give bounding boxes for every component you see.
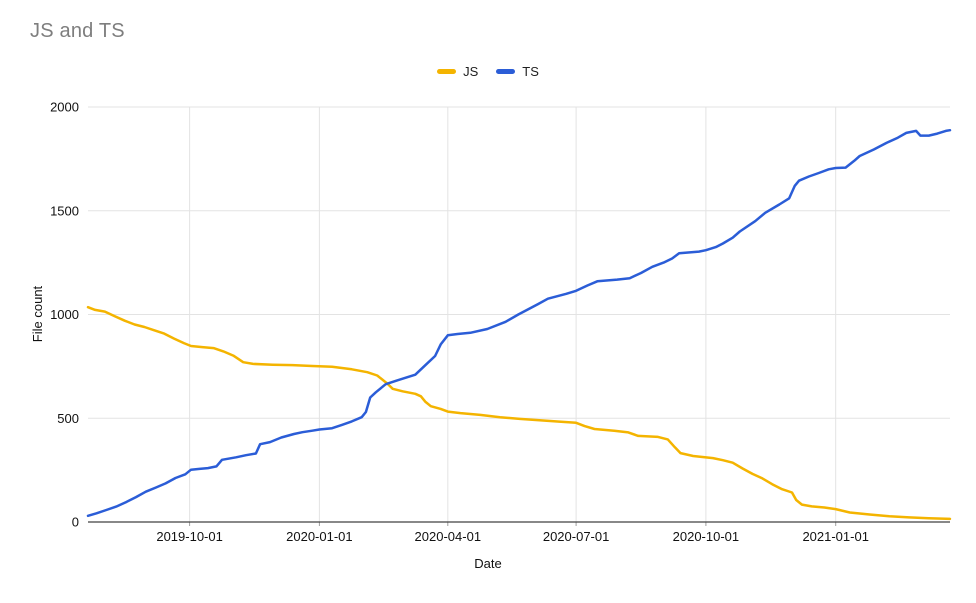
x-tick-label: 2020-01-01 (286, 529, 353, 544)
x-tick-label: 2019-10-01 (156, 529, 223, 544)
y-axis-title: File count (30, 285, 45, 343)
legend-item-js: JS (437, 64, 478, 79)
y-tick-label: 1500 (50, 203, 79, 218)
x-tick-label: 2020-10-01 (673, 529, 740, 544)
y-tick-label: 2000 (50, 100, 79, 115)
y-tick-label: 1000 (50, 307, 79, 322)
js-series-label: JS (463, 63, 479, 79)
series-line-ts (86, 128, 952, 518)
chart-legend: JS TS (0, 63, 976, 79)
x-axis-title: Date (474, 556, 502, 571)
series-line-js (86, 305, 952, 521)
x-tick-label: 2021-01-01 (802, 529, 869, 544)
legend-item-ts: TS (496, 64, 539, 79)
x-tick-label: 2020-04-01 (415, 529, 482, 544)
x-tick-label: 2020-07-01 (543, 529, 610, 544)
js-series-swatch-icon (437, 68, 457, 74)
ts-series-label: TS (522, 63, 539, 79)
y-tick-label: 500 (57, 411, 79, 426)
ts-series-swatch-icon (496, 68, 516, 74)
chart-title: JS and TS (30, 20, 125, 42)
y-tick-label: 0 (72, 515, 79, 530)
